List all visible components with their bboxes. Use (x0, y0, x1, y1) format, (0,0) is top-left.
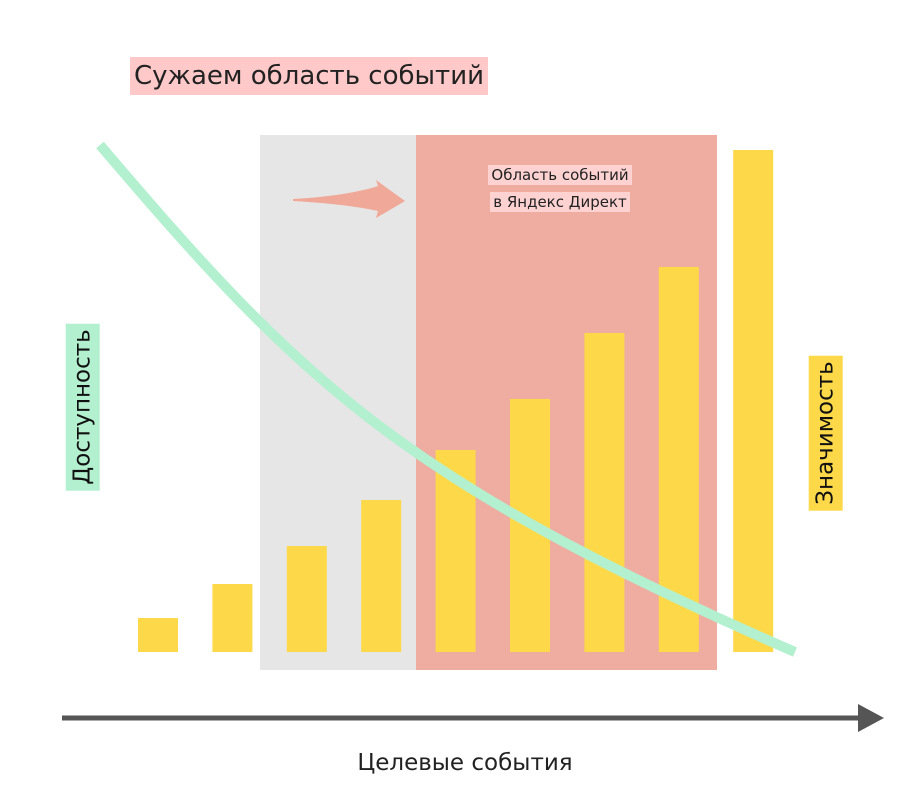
region-label-line-1: Область событий (488, 165, 632, 185)
significance-bar (733, 150, 774, 652)
x-axis-label: Целевые события (357, 750, 573, 776)
availability-label: Доступность (65, 323, 100, 491)
region-label-line-2: в Яндекс Директ (490, 192, 630, 212)
significance-bar (138, 618, 178, 652)
title: Сужаем область событий (130, 57, 488, 95)
significance-bar (286, 546, 327, 652)
yandex-direct-region-label: Область событий в Яндекс Директ (477, 162, 643, 216)
narrowing-arrow (293, 180, 405, 218)
significance-bar (361, 500, 402, 652)
availability-curve (96, 141, 797, 657)
significance-bar (584, 333, 625, 652)
significance-bar (212, 584, 253, 652)
x-axis-arrowhead (858, 704, 884, 732)
significance-label: Значимость (808, 355, 843, 511)
significance-bars (138, 150, 774, 652)
